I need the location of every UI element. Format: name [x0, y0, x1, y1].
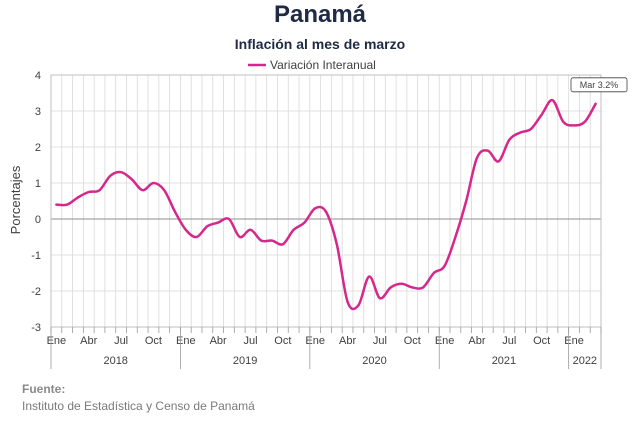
- x-tick-label: Jul: [502, 335, 516, 347]
- y-axis-title: Porcentajes: [8, 165, 23, 234]
- y-tick-label: 4: [35, 70, 41, 82]
- x-tick-label: Jul: [373, 335, 387, 347]
- x-tick-label: Ene: [305, 335, 325, 347]
- y-tick-label: -3: [31, 322, 41, 334]
- grid-lines: [50, 74, 602, 328]
- y-tick-label: 1: [35, 178, 41, 190]
- x-tick-label: Ene: [435, 335, 455, 347]
- x-tick-label: Jul: [243, 335, 257, 347]
- y-tick-label: 3: [35, 106, 41, 118]
- series-line-variacion-interanual: [55, 98, 597, 311]
- x-year-label: 2022: [573, 355, 597, 367]
- y-tick-label: -2: [31, 286, 41, 298]
- x-tick-label: Oct: [404, 335, 421, 347]
- x-tick-label: Ene: [47, 335, 67, 347]
- source-text: Instituto de Estadística y Censo de Pana…: [22, 399, 255, 413]
- legend: Variación Interanual: [248, 58, 376, 72]
- x-tick-label: Abr: [339, 335, 356, 347]
- chart-title: Panamá: [273, 1, 367, 28]
- x-tick-label: Abr: [210, 335, 227, 347]
- x-year-label: 2019: [233, 355, 257, 367]
- x-year-label: 2021: [492, 355, 516, 367]
- chart-subtitle: Inflación al mes de marzo: [234, 36, 406, 52]
- x-tick-label: Oct: [533, 335, 550, 347]
- source-note: Fuente: Instituto de Estadística y Censo…: [22, 381, 255, 415]
- x-tick-label: Abr: [80, 335, 97, 347]
- y-tick-label: -1: [31, 250, 41, 262]
- annotation-box: [570, 77, 628, 93]
- axes: -3 -2 -1 0 1 2 3 4 Ene Abr Jul Oct Ene Abr Jul Oct Ene Ab…: [31, 70, 602, 369]
- x-tick-label: Jul: [114, 335, 128, 347]
- x-tick-label: Oct: [274, 335, 291, 347]
- last-value-annotation: Mar 3.2%: [570, 77, 628, 93]
- x-tick-label: Oct: [145, 335, 162, 347]
- annotation-text: Mar 3.2%: [580, 80, 619, 90]
- y-tick-label: 2: [35, 142, 41, 154]
- line-chart: -3 -2 -1 0 1 2 3 4 Ene Abr Jul Oct Ene Abr Jul Oct Ene Ab…: [8, 58, 628, 369]
- plot-border: [50, 74, 602, 328]
- x-tick-label: Ene: [176, 335, 196, 347]
- legend-label: Variación Interanual: [270, 58, 376, 72]
- x-year-label: 2020: [362, 355, 386, 367]
- x-tick-label: Abr: [468, 335, 485, 347]
- source-label: Fuente:: [22, 382, 66, 396]
- x-tick-label: Ene: [564, 335, 584, 347]
- y-tick-label: 0: [35, 214, 41, 226]
- x-year-label: 2018: [103, 355, 127, 367]
